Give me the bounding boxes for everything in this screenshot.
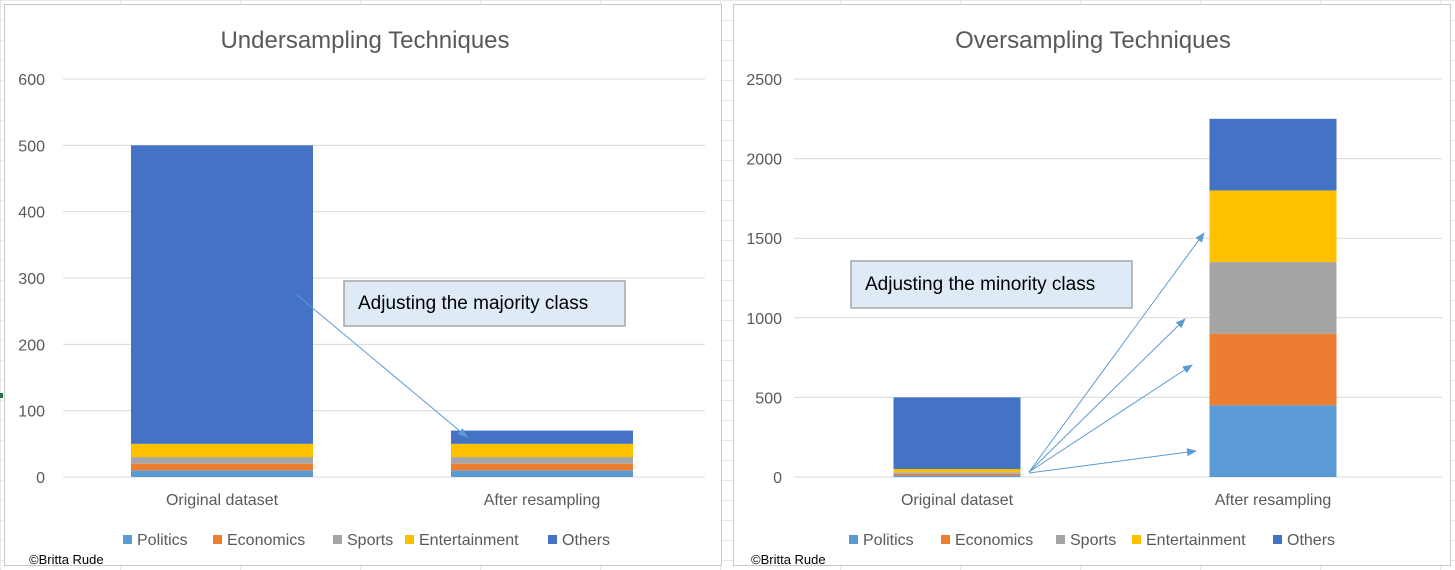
annotation-arrow <box>1028 448 1197 474</box>
y-tick-label: 1500 <box>746 231 782 248</box>
credit-text: ©Britta Rude <box>751 552 826 567</box>
legend-swatch-sports <box>333 535 342 544</box>
legend-swatch-economics <box>941 535 950 544</box>
legend-swatch-entertainment <box>1132 535 1141 544</box>
bar-segment-sports-after-resampling[interactable] <box>1209 262 1337 334</box>
bar-segment-entertainment-after-resampling[interactable] <box>1209 190 1337 263</box>
annotation-arrow <box>1028 364 1193 473</box>
bar-segment-entertainment-original-dataset[interactable] <box>893 469 1021 473</box>
legend-label-sports[interactable]: Sports <box>347 532 393 549</box>
bar-segment-sports-after-resampling[interactable] <box>451 457 633 464</box>
chart-title: Undersampling Techniques <box>220 27 509 54</box>
bar-segment-politics-after-resampling[interactable] <box>451 470 633 477</box>
bar-segment-politics-original-dataset[interactable] <box>893 475 1021 477</box>
x-category-label: After resampling <box>484 492 601 509</box>
bar-segment-sports-original-dataset[interactable] <box>131 457 313 464</box>
selection-marker <box>0 393 3 398</box>
undersampling-chart[interactable]: Undersampling Techniques 0 100 200 300 400 500… <box>4 4 722 567</box>
y-tick-label: 0 <box>773 470 782 487</box>
legend-swatch-economics <box>213 535 222 544</box>
legend-swatch-entertainment <box>405 535 414 544</box>
y-tick-label: 2000 <box>746 152 782 169</box>
annotation-box[interactable] <box>850 260 1133 309</box>
y-tick-label: 500 <box>18 138 45 155</box>
legend-swatch-others <box>1273 535 1282 544</box>
bar-segment-entertainment-after-resampling[interactable] <box>451 443 633 458</box>
bar-segment-others-after-resampling[interactable] <box>1209 118 1337 191</box>
legend-swatch-sports <box>1056 535 1065 544</box>
bar-segment-politics-original-dataset[interactable] <box>131 470 313 477</box>
x-category-label: After resampling <box>1215 492 1332 509</box>
y-tick-label: 500 <box>755 390 782 407</box>
annotation-text: Adjusting the minority class <box>865 274 1095 295</box>
legend-label-others[interactable]: Others <box>1287 532 1335 549</box>
y-tick-label: 400 <box>18 205 45 222</box>
y-tick-label: 1000 <box>746 311 782 328</box>
legend-label-entertainment[interactable]: Entertainment <box>1146 532 1246 549</box>
y-tick-label: 600 <box>18 72 45 89</box>
bar-segment-entertainment-original-dataset[interactable] <box>131 443 313 458</box>
legend-swatch-others <box>548 535 557 544</box>
legend-label-economics[interactable]: Economics <box>955 532 1033 549</box>
chart-title: Oversampling Techniques <box>955 27 1231 54</box>
legend-label-sports[interactable]: Sports <box>1070 532 1116 549</box>
x-category-label: Original dataset <box>901 492 1014 509</box>
x-category-label: Original dataset <box>166 492 279 509</box>
legend-label-entertainment[interactable]: Entertainment <box>419 532 519 549</box>
bar-segment-economics-original-dataset[interactable] <box>893 473 1021 476</box>
annotation-arrow <box>296 294 468 438</box>
bar-segment-economics-original-dataset[interactable] <box>131 463 313 471</box>
y-tick-label: 2500 <box>746 72 782 89</box>
legend-label-politics[interactable]: Politics <box>137 532 188 549</box>
oversampling-chart-svg: Oversampling Techniques 0 500 1000 1500 2000 2… <box>746 27 1442 567</box>
y-tick-label: 300 <box>18 271 45 288</box>
bar-segment-others-after-resampling[interactable] <box>451 430 633 444</box>
legend-label-economics[interactable]: Economics <box>227 532 305 549</box>
y-tick-label: 200 <box>18 337 45 354</box>
bar-segment-politics-after-resampling[interactable] <box>1209 405 1337 477</box>
annotation-arrow <box>1028 318 1186 473</box>
y-tick-label: 0 <box>36 470 45 487</box>
bar-segment-sports-original-dataset[interactable] <box>893 472 1021 474</box>
legend-swatch-politics <box>849 535 858 544</box>
credit-text: ©Britta Rude <box>29 552 104 567</box>
legend-label-others[interactable]: Others <box>562 532 610 549</box>
bar-segment-others-original-dataset[interactable] <box>131 145 313 444</box>
bar-segment-economics-after-resampling[interactable] <box>1209 333 1337 406</box>
y-tick-label: 100 <box>18 404 45 421</box>
undersampling-chart-svg: Undersampling Techniques 0 100 200 300 400 500… <box>18 27 705 567</box>
bar-segment-others-original-dataset[interactable] <box>893 397 1021 470</box>
annotation-box[interactable] <box>343 280 626 327</box>
annotation-text: Adjusting the majority class <box>358 293 588 314</box>
legend-label-politics[interactable]: Politics <box>863 532 914 549</box>
bar-segment-economics-after-resampling[interactable] <box>451 463 633 471</box>
legend-swatch-politics <box>123 535 132 544</box>
oversampling-chart[interactable]: Oversampling Techniques 0 500 1000 1500 2000 2… <box>733 4 1451 567</box>
annotation-arrow <box>1028 232 1205 473</box>
